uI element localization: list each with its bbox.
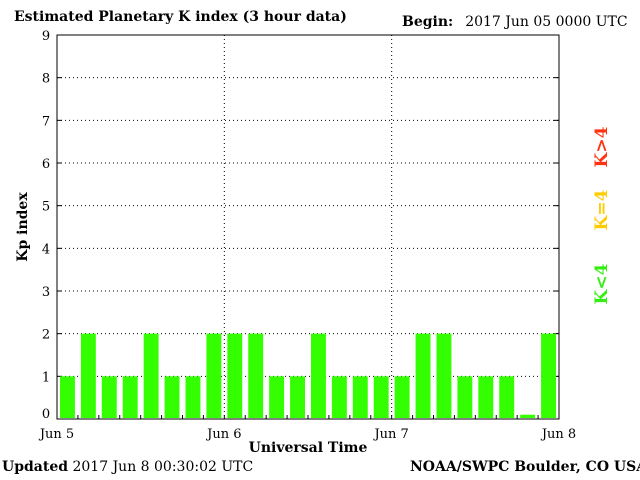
x-tick-label: Jun 8 [540, 427, 576, 442]
kp-bar [227, 333, 243, 418]
kp-bar [373, 376, 389, 418]
x-tick-label: Jun 7 [372, 427, 408, 442]
kp-bar [164, 376, 180, 418]
begin-info: Begin: 2017 Jun 05 0000 UTC [402, 14, 628, 30]
kp-bar [143, 333, 159, 418]
updated-label: Updated [2, 459, 69, 475]
kp-bar [352, 376, 368, 418]
begin-value: 2017 Jun 05 0000 UTC [465, 14, 628, 30]
kp-bar [60, 376, 75, 418]
updated-info: Updated 2017 Jun 8 00:30:02 UTC [2, 459, 253, 475]
y-tick-label: 1 [42, 370, 50, 385]
kp-bar [457, 376, 473, 418]
kp-bar [80, 333, 96, 418]
legend-item: K=4 [592, 189, 612, 230]
kp-bar [415, 333, 431, 418]
y-tick-label: 8 [42, 72, 50, 87]
kp-bar [248, 333, 264, 418]
kp-bar [311, 333, 326, 418]
x-axis-label: Universal Time [249, 440, 368, 456]
kp-bar [394, 376, 410, 418]
y-tick-label: 9 [42, 29, 50, 44]
kp-bar [269, 376, 285, 418]
legend-item: K>4 [592, 126, 612, 167]
y-axis-label: Kp index [15, 192, 31, 262]
kp-bar [520, 414, 536, 418]
kp-bar [436, 333, 452, 418]
kp-bar [122, 376, 138, 418]
chart-title: Estimated Planetary K index (3 hour data… [14, 9, 347, 25]
kp-bar [185, 376, 201, 418]
y-tick-label: 2 [42, 328, 50, 343]
begin-label: Begin: [402, 14, 454, 30]
y-tick-label: 0 [42, 407, 50, 422]
kp-bar [478, 376, 494, 418]
y-tick-label: 6 [42, 157, 50, 172]
kp-bar [541, 333, 556, 418]
plot-frame [56, 34, 560, 420]
kp-bar [101, 376, 117, 418]
y-tick-label: 5 [42, 200, 50, 215]
y-tick-label: 3 [42, 285, 50, 300]
kp-bar [206, 333, 222, 418]
kp-bar [331, 376, 347, 418]
legend-item: K<4 [592, 263, 612, 304]
y-tick-label: 4 [42, 242, 50, 257]
kp-bar [499, 376, 515, 418]
x-tick-label: Jun 6 [205, 427, 241, 442]
updated-value: 2017 Jun 8 00:30:02 UTC [72, 459, 254, 475]
kp-bar [290, 376, 305, 418]
source-credit: NOAA/SWPC Boulder, CO USA [410, 459, 640, 475]
y-tick-label: 7 [42, 114, 50, 129]
x-tick-label: Jun 5 [38, 427, 74, 442]
